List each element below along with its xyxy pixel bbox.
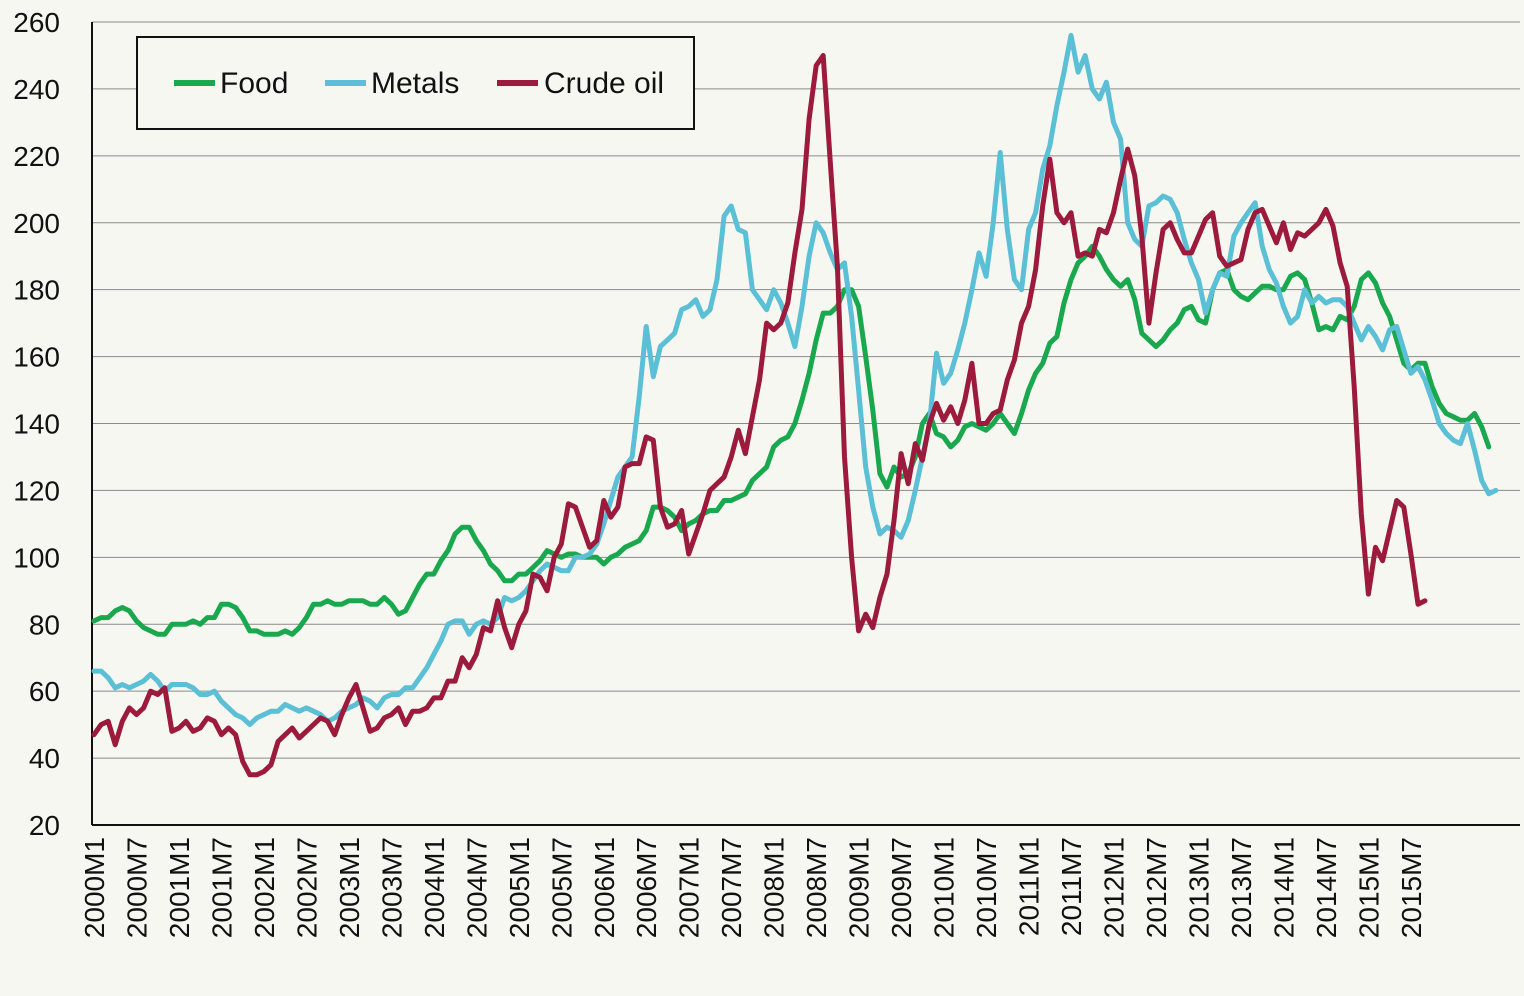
x-tick-label: 2003M7 <box>376 837 407 938</box>
x-tick-label: 2014M7 <box>1311 837 1342 938</box>
x-tick-label: 2004M7 <box>461 837 492 938</box>
y-tick-label: 200 <box>13 208 60 239</box>
series-line-crude-oil <box>91 53 1428 778</box>
y-axis-tick-labels: 20 40 60 80 100 120 140 160 180 200 220 240 260 <box>13 7 60 841</box>
y-tick-label: 60 <box>29 676 60 707</box>
x-tick-label: 2005M7 <box>546 837 577 938</box>
x-tick-label: 2008M7 <box>801 837 832 938</box>
x-tick-label: 2003M1 <box>334 837 365 938</box>
x-tick-label: 2009M1 <box>844 837 875 938</box>
x-tick-label: 2004M1 <box>419 837 450 938</box>
y-tick-label: 120 <box>13 475 60 506</box>
x-axis-tick-labels: 2000M1 2000M7 2001M1 2001M7 2002M1 2002M7 2003… <box>79 837 1427 938</box>
x-tick-label: 2011M1 <box>1014 837 1045 936</box>
legend-box <box>136 36 695 130</box>
y-tick-label: 220 <box>13 141 60 172</box>
x-tick-label: 2002M7 <box>291 837 322 938</box>
series-line-food <box>91 243 1492 637</box>
axes <box>91 22 1520 826</box>
x-tick-label: 2001M7 <box>206 837 237 938</box>
x-tick-label: 2015M7 <box>1396 837 1427 938</box>
x-tick-label: 2006M7 <box>631 837 662 938</box>
x-tick-label: 2000M7 <box>121 837 152 938</box>
y-tick-label: 40 <box>29 743 60 774</box>
x-tick-label: 2002M1 <box>249 837 280 938</box>
x-tick-label: 2007M1 <box>674 837 705 938</box>
x-tick-label: 2008M1 <box>759 837 790 938</box>
x-tick-label: 2015M1 <box>1353 837 1384 938</box>
x-tick-label: 2000M1 <box>79 837 110 938</box>
x-tick-label: 2005M1 <box>504 837 535 938</box>
y-tick-label: 100 <box>13 542 60 573</box>
x-tick-label: 2012M1 <box>1099 837 1130 938</box>
series-lines <box>91 32 1499 778</box>
x-tick-label: 2001M1 <box>164 837 195 938</box>
y-tick-label: 240 <box>13 74 60 105</box>
y-tick-label: 180 <box>13 275 60 306</box>
x-tick-label: 2011M7 <box>1056 837 1087 936</box>
y-tick-label: 80 <box>29 609 60 640</box>
x-tick-label: 2010M7 <box>971 837 1002 938</box>
x-tick-label: 2007M7 <box>716 837 747 938</box>
x-tick-label: 2013M7 <box>1226 837 1257 938</box>
x-tick-label: 2014M1 <box>1268 837 1299 938</box>
x-tick-label: 2013M1 <box>1183 837 1214 938</box>
y-tick-label: 140 <box>13 409 60 440</box>
x-tick-label: 2012M7 <box>1141 837 1172 938</box>
legend: Food Metals Crude oil <box>136 36 695 130</box>
legend-label-food: Food <box>220 67 288 100</box>
y-tick-label: 260 <box>13 7 60 38</box>
x-tick-label: 2009M7 <box>886 837 917 938</box>
legend-label-metals: Metals <box>371 67 459 100</box>
legend-label-crude-oil: Crude oil <box>544 67 664 100</box>
y-tick-label: 20 <box>29 810 60 841</box>
y-tick-label: 160 <box>13 342 60 373</box>
x-tick-label: 2006M1 <box>589 837 620 938</box>
x-tick-label: 2010M1 <box>929 837 960 938</box>
